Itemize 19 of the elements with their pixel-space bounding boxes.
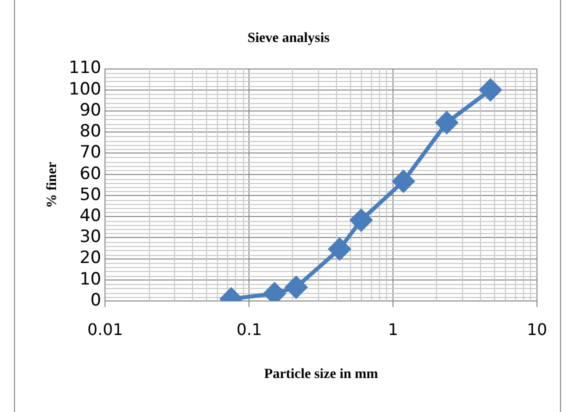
x-tick-label: 10 [526, 320, 548, 339]
y-tick-label: 50 [80, 184, 102, 205]
y-tick-label: 30 [80, 227, 102, 248]
y-axis-title: % finer [45, 162, 60, 208]
y-tick-label: 60 [80, 164, 102, 184]
y-tick-label: 10 [80, 269, 102, 290]
y-tick-label: 0 [90, 290, 102, 310]
y-tick-label: 70 [80, 142, 102, 163]
chart-title: Sieve analysis [247, 31, 330, 46]
x-axis-title: Particle size in mm [264, 367, 378, 382]
x-tick-label: 0.01 [87, 320, 124, 339]
x-tick-label: 0.1 [236, 320, 262, 339]
x-tick-label: 1 [388, 320, 398, 339]
y-tick-label: 100 [68, 79, 102, 100]
y-tick-label: 90 [80, 100, 102, 120]
y-tick-label: 80 [80, 122, 102, 142]
y-tick-label: 20 [80, 248, 102, 268]
y-tick-label: 110 [68, 58, 102, 78]
y-tick-label: 40 [80, 206, 102, 226]
